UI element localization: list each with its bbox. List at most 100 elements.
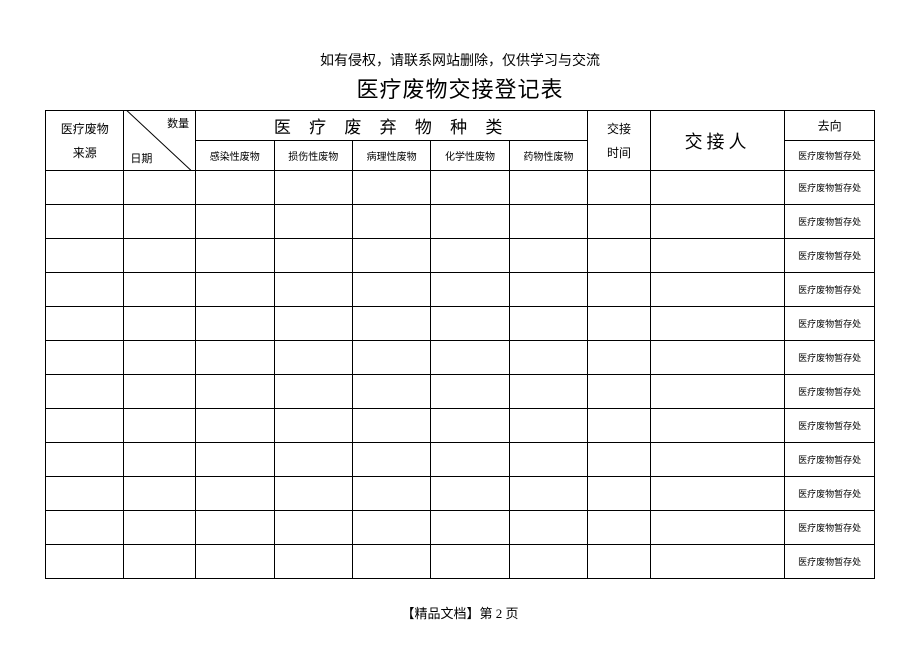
table-cell bbox=[124, 171, 196, 205]
table-cell bbox=[274, 205, 352, 239]
table-cell: 医疗废物暂存处 bbox=[785, 511, 875, 545]
table-cell bbox=[431, 511, 509, 545]
page-title: 医疗废物交接登记表 bbox=[45, 72, 875, 104]
table-cell bbox=[431, 443, 509, 477]
table-cell bbox=[124, 409, 196, 443]
table-cell bbox=[650, 443, 784, 477]
table-cell bbox=[46, 409, 124, 443]
table-cell bbox=[509, 273, 587, 307]
table-cell bbox=[124, 545, 196, 579]
table-cell bbox=[352, 409, 430, 443]
header-destination: 去向 bbox=[785, 111, 875, 141]
table-cell bbox=[274, 307, 352, 341]
table-cell bbox=[124, 273, 196, 307]
table-cell bbox=[124, 375, 196, 409]
header-waste-type-3: 化学性废物 bbox=[431, 141, 509, 171]
table-cell bbox=[509, 545, 587, 579]
table-cell bbox=[431, 205, 509, 239]
table-cell bbox=[274, 477, 352, 511]
table-cell bbox=[509, 205, 587, 239]
table-cell bbox=[46, 375, 124, 409]
table-cell bbox=[588, 477, 651, 511]
table-cell: 医疗废物暂存处 bbox=[785, 273, 875, 307]
table-cell bbox=[46, 239, 124, 273]
table-cell bbox=[46, 443, 124, 477]
table-cell: 医疗废物暂存处 bbox=[785, 545, 875, 579]
table-cell bbox=[431, 239, 509, 273]
header-waste-type-2: 病理性废物 bbox=[352, 141, 430, 171]
table-cell bbox=[274, 239, 352, 273]
table-cell bbox=[352, 341, 430, 375]
table-cell bbox=[509, 307, 587, 341]
table-cell bbox=[509, 409, 587, 443]
table-row: 医疗废物暂存处 bbox=[46, 205, 875, 239]
table-row: 医疗废物暂存处 bbox=[46, 545, 875, 579]
table-cell bbox=[352, 307, 430, 341]
table-cell bbox=[46, 545, 124, 579]
table-row: 医疗废物暂存处 bbox=[46, 443, 875, 477]
table-cell bbox=[588, 511, 651, 545]
table-cell bbox=[46, 477, 124, 511]
table-row: 医疗废物暂存处 bbox=[46, 375, 875, 409]
table-cell: 医疗废物暂存处 bbox=[785, 205, 875, 239]
header-handover-time: 交接时间 bbox=[588, 111, 651, 171]
table-row: 医疗废物暂存处 bbox=[46, 477, 875, 511]
table-cell bbox=[352, 171, 430, 205]
table-row: 医疗废物暂存处 bbox=[46, 409, 875, 443]
table-row: 医疗废物暂存处 bbox=[46, 341, 875, 375]
table-cell bbox=[124, 307, 196, 341]
table-cell bbox=[352, 545, 430, 579]
table-cell: 医疗废物暂存处 bbox=[785, 409, 875, 443]
table-cell bbox=[650, 409, 784, 443]
registration-table: 医疗废物来源 数量 日期 医 疗 废 弃 物 种 类 交接时间 交接人 去向 感… bbox=[45, 110, 875, 579]
table-cell bbox=[588, 443, 651, 477]
table-cell bbox=[46, 341, 124, 375]
table-cell bbox=[431, 477, 509, 511]
table-header-row-1: 医疗废物来源 数量 日期 医 疗 废 弃 物 种 类 交接时间 交接人 去向 bbox=[46, 111, 875, 141]
table-cell: 医疗废物暂存处 bbox=[785, 307, 875, 341]
table-cell bbox=[196, 375, 274, 409]
table-cell: 医疗废物暂存处 bbox=[785, 341, 875, 375]
table-cell bbox=[46, 205, 124, 239]
table-cell bbox=[124, 477, 196, 511]
table-cell: 医疗废物暂存处 bbox=[785, 375, 875, 409]
table-cell bbox=[196, 205, 274, 239]
table-cell bbox=[588, 273, 651, 307]
table-cell bbox=[124, 239, 196, 273]
table-row: 医疗废物暂存处 bbox=[46, 307, 875, 341]
table-cell bbox=[509, 341, 587, 375]
table-row: 医疗废物暂存处 bbox=[46, 273, 875, 307]
table-cell bbox=[352, 477, 430, 511]
table-cell bbox=[509, 443, 587, 477]
table-cell bbox=[352, 239, 430, 273]
table-cell bbox=[588, 307, 651, 341]
header-waste-type-0: 感染性废物 bbox=[196, 141, 274, 171]
header-quantity-date: 数量 日期 bbox=[124, 111, 196, 171]
table-cell bbox=[274, 443, 352, 477]
table-cell bbox=[274, 545, 352, 579]
table-cell bbox=[588, 409, 651, 443]
table-cell bbox=[650, 273, 784, 307]
header-destination-value: 医疗废物暂存处 bbox=[785, 141, 875, 171]
table-cell bbox=[509, 375, 587, 409]
table-cell bbox=[352, 443, 430, 477]
table-cell bbox=[650, 545, 784, 579]
table-row: 医疗废物暂存处 bbox=[46, 511, 875, 545]
table-cell: 医疗废物暂存处 bbox=[785, 443, 875, 477]
header-waste-type-4: 药物性废物 bbox=[509, 141, 587, 171]
table-cell bbox=[509, 477, 587, 511]
table-row: 医疗废物暂存处 bbox=[46, 171, 875, 205]
table-cell bbox=[588, 239, 651, 273]
table-cell bbox=[352, 205, 430, 239]
table-cell bbox=[650, 307, 784, 341]
table-cell bbox=[196, 477, 274, 511]
table-cell bbox=[650, 341, 784, 375]
table-cell bbox=[274, 409, 352, 443]
table-cell bbox=[588, 205, 651, 239]
table-cell bbox=[588, 375, 651, 409]
table-cell bbox=[196, 171, 274, 205]
table-cell bbox=[650, 239, 784, 273]
table-cell bbox=[196, 511, 274, 545]
table-cell bbox=[431, 545, 509, 579]
table-cell bbox=[650, 477, 784, 511]
